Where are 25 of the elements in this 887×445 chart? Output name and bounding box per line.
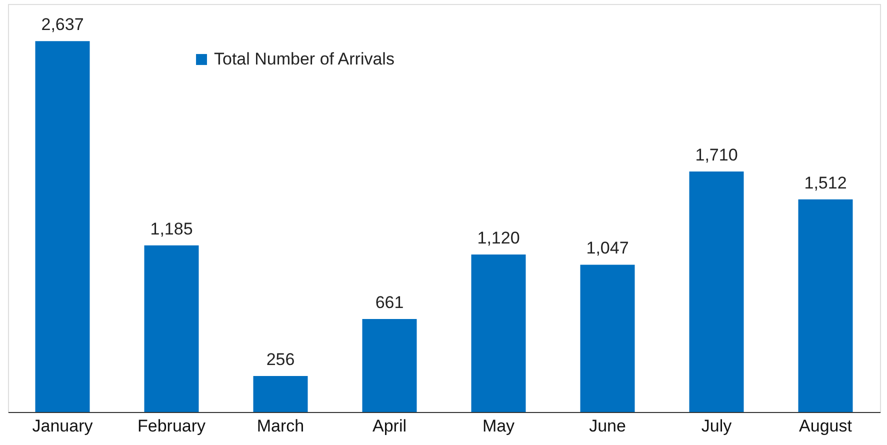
x-tick-label: March: [256, 416, 304, 436]
data-label: 1,710: [695, 145, 738, 164]
x-tick-label: April: [372, 416, 407, 436]
bar: [471, 254, 526, 412]
bar: [689, 171, 744, 412]
bar: [580, 264, 635, 412]
bar: [362, 319, 417, 412]
data-label: 1,120: [477, 228, 520, 248]
x-tick-label: July: [701, 416, 732, 436]
data-label: 2,637: [41, 15, 84, 34]
bar: [35, 41, 90, 412]
x-tick-label: January: [32, 416, 94, 436]
x-tick-label: August: [799, 416, 852, 436]
bar: [144, 245, 199, 412]
legend-label: Total Number of Arrivals: [214, 50, 394, 68]
data-label: 1,047: [586, 238, 629, 258]
data-label: 661: [375, 293, 404, 312]
x-tick-label: February: [137, 416, 206, 436]
data-label: 1,512: [804, 173, 847, 192]
bar: [253, 376, 308, 412]
x-tick-label: June: [589, 416, 626, 436]
x-tick-label: May: [482, 416, 516, 436]
data-label: 1,185: [150, 219, 193, 238]
data-label: 256: [266, 350, 295, 369]
bar: [798, 199, 853, 412]
